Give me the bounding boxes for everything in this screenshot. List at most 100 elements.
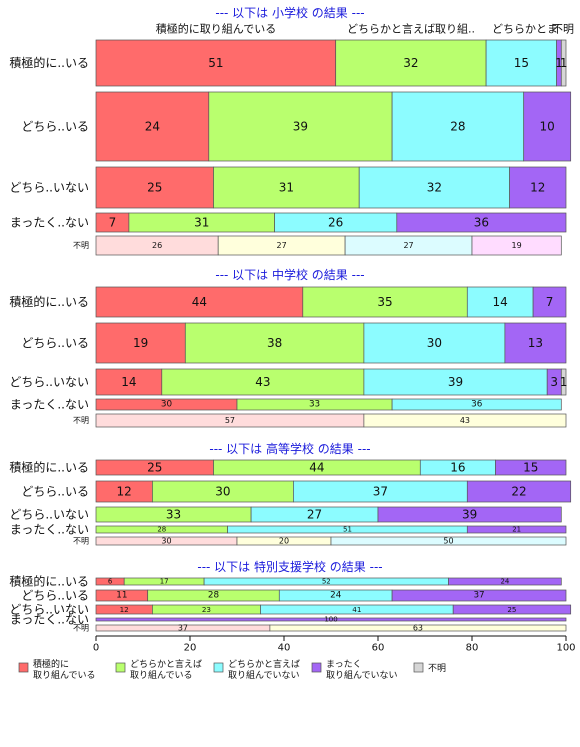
row-label: どちら..いる bbox=[21, 336, 89, 350]
data-label: 26 bbox=[152, 241, 162, 250]
row-label: まったく..ない bbox=[10, 523, 89, 537]
data-label: 24 bbox=[145, 120, 160, 134]
data-label: 17 bbox=[160, 578, 169, 586]
data-label: 30 bbox=[161, 537, 171, 546]
row-label: まったく..ない bbox=[10, 216, 89, 230]
data-label: 24 bbox=[500, 578, 509, 586]
row-label: 不明 bbox=[73, 624, 89, 633]
bar-segment bbox=[269, 624, 567, 632]
panel-title: --- 以下は 中学校 の結果 --- bbox=[215, 267, 364, 282]
row-label: どちら..いない bbox=[9, 508, 89, 522]
data-label: 25 bbox=[147, 181, 162, 195]
data-label: 50 bbox=[443, 537, 453, 546]
data-label: 41 bbox=[352, 605, 361, 614]
bar-segment bbox=[396, 212, 567, 233]
bar-segment bbox=[358, 166, 510, 209]
bar-segment bbox=[391, 398, 562, 411]
data-label: 100 bbox=[324, 616, 337, 624]
legend-label-line: どちらかと言えば bbox=[130, 658, 202, 670]
data-label: 43 bbox=[460, 416, 470, 425]
row-label: まったく..ない bbox=[10, 613, 89, 627]
column-header: どちらかとま bbox=[492, 23, 558, 36]
bar-segment bbox=[95, 166, 214, 209]
data-label: 23 bbox=[202, 605, 211, 614]
row-label: 積極的に..いる bbox=[9, 294, 89, 309]
row-label: 不明 bbox=[73, 241, 89, 250]
data-label: 22 bbox=[511, 485, 526, 499]
data-label: 19 bbox=[512, 241, 522, 250]
data-label: 13 bbox=[528, 336, 543, 350]
row-label: 不明 bbox=[73, 537, 89, 546]
x-tick-label: 60 bbox=[372, 643, 385, 654]
data-label: 36 bbox=[471, 400, 483, 410]
legend-label-line: 不明 bbox=[428, 663, 446, 674]
data-label: 44 bbox=[309, 461, 324, 475]
row-label: どちら..いる bbox=[21, 120, 89, 134]
data-label: 32 bbox=[403, 56, 418, 70]
legend-label-line: 取り組んでいる bbox=[33, 669, 96, 681]
bar-segment bbox=[532, 286, 567, 318]
data-label: 39 bbox=[293, 120, 308, 134]
legend-label: どちらかと言えば取り組んでいない bbox=[228, 658, 300, 681]
row-label: 不明 bbox=[73, 416, 89, 425]
data-label: 31 bbox=[279, 181, 294, 195]
data-label: 57 bbox=[225, 416, 235, 425]
data-label: 25 bbox=[147, 461, 162, 475]
legend-label-line: 取り組んでいる bbox=[130, 669, 193, 681]
bar-segment bbox=[448, 577, 562, 586]
row-label: どちら..いない bbox=[9, 181, 89, 195]
bar-segment bbox=[95, 91, 210, 162]
column-header: 不明 bbox=[552, 23, 574, 36]
x-tick-label: 40 bbox=[278, 643, 291, 654]
bar-segment bbox=[504, 322, 567, 364]
data-label: 37 bbox=[373, 485, 388, 499]
legend-swatch bbox=[18, 662, 29, 673]
bar-segment bbox=[391, 589, 567, 602]
data-label: 14 bbox=[493, 295, 508, 309]
data-label: 33 bbox=[309, 400, 320, 410]
legend-swatch bbox=[213, 662, 224, 673]
x-tick-label: 20 bbox=[184, 643, 197, 654]
bar-segment bbox=[466, 525, 567, 534]
bar-segment bbox=[330, 536, 567, 546]
bar-segment bbox=[466, 480, 572, 503]
bar-segment bbox=[560, 39, 567, 87]
panel-title: --- 以下は 高等学校 の結果 --- bbox=[209, 441, 370, 456]
data-label: 11 bbox=[116, 591, 127, 601]
legend-swatch bbox=[115, 662, 126, 673]
data-label: 6 bbox=[108, 578, 113, 586]
x-tick-label: 80 bbox=[466, 643, 479, 654]
bar-segment bbox=[161, 368, 365, 396]
data-label: 36 bbox=[474, 216, 489, 230]
bar-segment bbox=[95, 39, 337, 87]
data-label: 16 bbox=[450, 461, 465, 475]
column-header: 積極的に取り組んでいる bbox=[156, 22, 276, 36]
data-label: 20 bbox=[279, 537, 289, 546]
data-label: 28 bbox=[157, 526, 166, 534]
data-label: 63 bbox=[413, 624, 423, 633]
legend-swatch bbox=[311, 662, 322, 673]
data-label: 10 bbox=[540, 120, 555, 134]
data-label: 14 bbox=[121, 375, 136, 389]
legend-label: どちらかと言えば取り組んでいる bbox=[130, 658, 202, 681]
row-label: 積極的に..いる bbox=[9, 574, 89, 589]
bar-segment bbox=[302, 286, 468, 318]
bar-segment bbox=[560, 368, 567, 396]
data-label: 27 bbox=[307, 508, 322, 522]
legend-label-line: 取り組んでいない bbox=[228, 669, 300, 681]
data-label: 32 bbox=[427, 181, 442, 195]
data-label: 30 bbox=[161, 400, 173, 410]
data-label: 39 bbox=[448, 375, 463, 389]
row-label: どちら..いない bbox=[9, 603, 89, 617]
data-label: 39 bbox=[462, 508, 477, 522]
bar-segment bbox=[363, 322, 506, 364]
row-label: まったく..ない bbox=[10, 398, 89, 412]
data-label: 51 bbox=[343, 526, 352, 534]
data-label: 37 bbox=[178, 624, 188, 633]
data-label: 15 bbox=[523, 461, 538, 475]
data-label: 44 bbox=[192, 295, 207, 309]
legend-label-line: 積極的に bbox=[33, 658, 69, 670]
bar-segment bbox=[485, 39, 557, 87]
legend-label-line: どちらかと言えば bbox=[228, 658, 300, 670]
